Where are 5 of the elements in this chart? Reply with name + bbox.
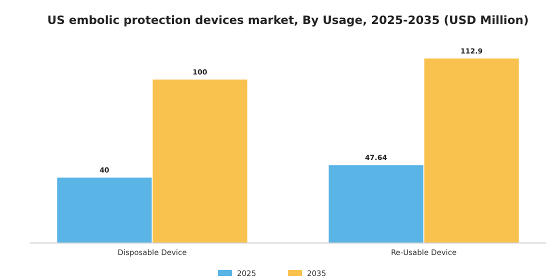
chart-title: US embolic protection devices market, By Usage, 2025-2035 (USD Million) bbox=[47, 13, 529, 27]
bar bbox=[152, 80, 248, 243]
bar bbox=[57, 178, 152, 243]
bar bbox=[328, 165, 424, 243]
bar bbox=[424, 58, 519, 243]
